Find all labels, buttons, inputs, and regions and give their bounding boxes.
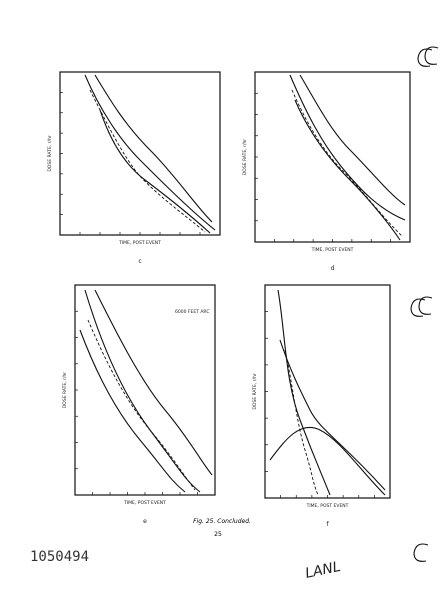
- curve: [87, 319, 196, 491]
- figure-caption: Fig. 25. Concluded.: [193, 518, 251, 525]
- y-axis-label: DOSE RATE, r/hr: [252, 373, 258, 409]
- curve: [94, 74, 213, 223]
- stamp: LANL: [304, 559, 342, 582]
- panel-label: e: [143, 518, 147, 525]
- curve: [94, 289, 213, 476]
- x-axis-label: TIME, POST EVENT: [306, 503, 349, 509]
- curve: [289, 74, 406, 221]
- panel-label: d: [331, 265, 335, 272]
- y-axis-label: DOSE RATE, r/hr: [242, 139, 248, 175]
- curve: [277, 289, 331, 496]
- punch-mark: [410, 296, 433, 317]
- page-number: 25: [214, 531, 222, 538]
- x-axis-label: TIME, POST EVENT: [311, 247, 354, 253]
- curve: [99, 109, 211, 234]
- curve: [294, 99, 401, 241]
- curve: [299, 74, 406, 206]
- x-axis-label: TIME, POST EVENT: [118, 240, 161, 246]
- x-axis-label: TIME, POST EVENT: [123, 500, 166, 506]
- curve: [269, 426, 386, 496]
- curve: [79, 329, 186, 493]
- curve: [284, 349, 319, 496]
- panel-label: f: [326, 521, 329, 528]
- document-number: 1050494: [30, 549, 89, 565]
- curve: [84, 74, 216, 231]
- figure-panels: TIME, POST EVENT DOSE RATE, r/hr c TIME, PO…: [47, 71, 411, 528]
- punch-mark: [417, 46, 439, 67]
- y-axis-label: DOSE RATE, r/hr: [62, 372, 68, 408]
- punch-mark: [413, 543, 429, 562]
- y-axis-label: DOSE RATE, r/hr: [47, 135, 53, 171]
- annotation: 6000 FEET ARC: [175, 309, 209, 315]
- curve: [279, 339, 386, 491]
- panel-label: c: [138, 258, 141, 265]
- curve: [89, 89, 206, 233]
